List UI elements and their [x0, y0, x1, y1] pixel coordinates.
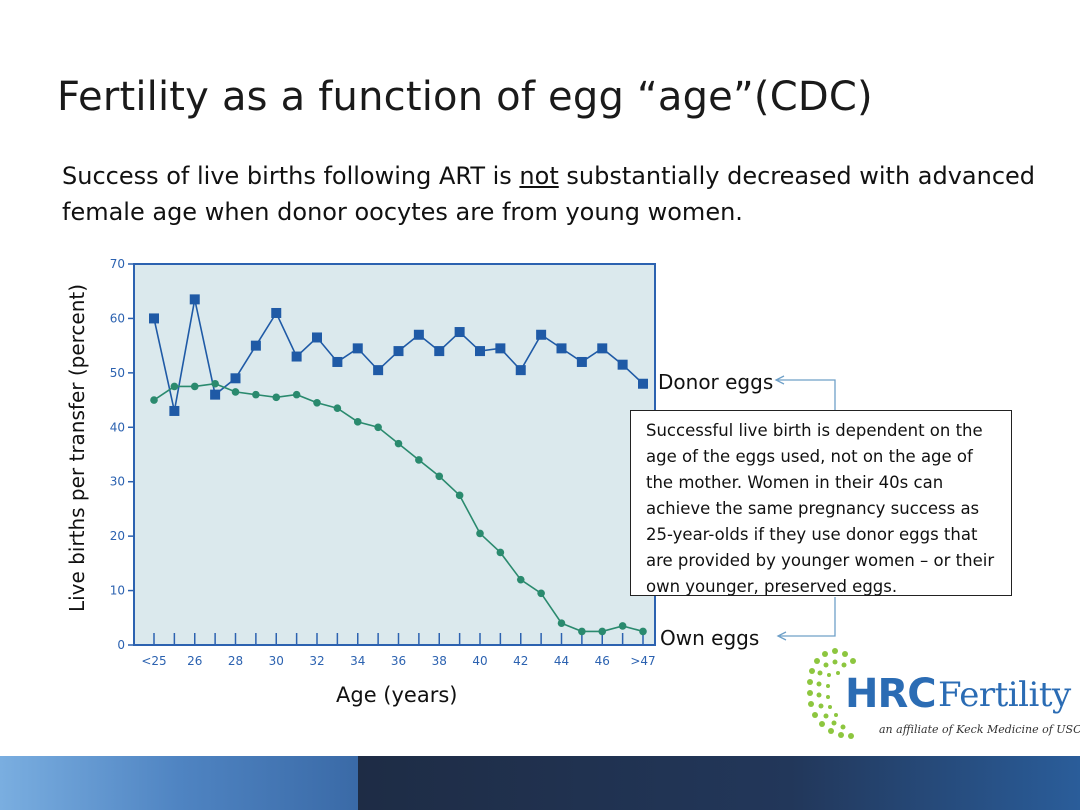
x-tick-label: <25 [141, 654, 166, 668]
own-eggs-point [537, 589, 545, 598]
x-tick-label: 30 [269, 654, 284, 668]
x-tick-label: 40 [472, 654, 487, 668]
subtitle-emphasis: not [519, 162, 559, 190]
donor-eggs-point [352, 343, 363, 354]
donor-eggs-point [332, 356, 343, 367]
donor-eggs-point [312, 332, 322, 343]
y-tick-label: 10 [110, 584, 125, 598]
own-connector-line [778, 597, 836, 637]
own-eggs-point [496, 548, 505, 557]
y-tick-label: 20 [110, 529, 125, 543]
donor-eggs-point [475, 346, 485, 357]
x-tick-label: 36 [391, 654, 406, 668]
own-eggs-point [476, 529, 484, 538]
donor-arrow-icon [774, 375, 785, 385]
y-tick-label: 40 [110, 420, 125, 434]
x-tick-label: 28 [228, 654, 243, 668]
own-eggs-point [618, 622, 627, 630]
donor-eggs-point [576, 356, 587, 367]
x-tick-label: 32 [309, 654, 324, 668]
donor-eggs-point [230, 373, 241, 384]
own-eggs-point [211, 379, 219, 388]
donor-eggs-point [271, 307, 282, 318]
x-tick-label: 46 [595, 654, 610, 668]
own-eggs-point [150, 396, 158, 404]
footer-right-band [358, 756, 1080, 810]
logo-fertility-text: Fertility [938, 675, 1071, 715]
own-eggs-point [598, 627, 607, 636]
own-eggs-point [455, 491, 464, 500]
own-eggs-point [516, 575, 525, 584]
y-tick-label: 30 [110, 475, 125, 489]
callout-box: Successful live birth is dependent on th… [630, 410, 1012, 596]
own-eggs-point [578, 627, 586, 636]
donor-eggs-point [189, 294, 200, 305]
y-tick-label: 50 [110, 366, 125, 380]
own-eggs-point [557, 619, 566, 628]
own-eggs-point [252, 390, 260, 399]
x-tick-label: >47 [630, 654, 655, 668]
donor-eggs-point [393, 346, 404, 357]
donor-eggs-point [169, 405, 180, 416]
donor-eggs-point [597, 343, 608, 354]
x-tick-label: 38 [432, 654, 447, 668]
own-arrow-icon [776, 631, 787, 641]
own-eggs-point [272, 393, 281, 402]
x-axis-label: Age (years) [336, 683, 458, 707]
x-tick-label: 34 [350, 654, 365, 668]
footer-left-band [0, 756, 358, 810]
donor-eggs-point [515, 365, 526, 376]
own-eggs-point [333, 404, 342, 413]
x-tick-label: 44 [554, 654, 569, 668]
own-eggs-point [415, 456, 423, 464]
y-tick-label: 60 [110, 311, 125, 325]
donor-eggs-point [536, 329, 547, 340]
donor-eggs-point [250, 340, 261, 351]
own-eggs-point [313, 398, 321, 407]
logo-hrc-text: HRC [845, 671, 937, 717]
donor-connector-line [776, 379, 836, 410]
donor-eggs-point [210, 389, 221, 400]
own-eggs-point [170, 382, 179, 391]
footer-bar [0, 756, 1080, 810]
plot-area [133, 263, 656, 646]
own-eggs-point [231, 388, 240, 396]
y-tick-label: 0 [117, 638, 125, 652]
x-tick-label: 42 [513, 654, 528, 668]
hrc-fertility-logo: HRC Fertility an affiliate of Keck Medic… [805, 645, 1080, 745]
own-eggs-label: Own eggs [660, 626, 760, 650]
donor-eggs-point [373, 365, 384, 376]
logo-dots-icon [807, 648, 856, 739]
own-eggs-point [292, 390, 301, 399]
own-eggs-point [639, 627, 647, 636]
own-eggs-point [394, 439, 403, 448]
y-axis-label: Live births per transfer (percent) [65, 283, 89, 613]
donor-eggs-point [556, 343, 567, 354]
own-eggs-point [374, 423, 382, 432]
donor-eggs-point [495, 343, 506, 354]
donor-eggs-point [413, 329, 424, 340]
y-tick-label: 70 [110, 257, 125, 271]
subtitle-post: substantially decreased with advanced fe… [62, 162, 1036, 226]
donor-eggs-point [617, 359, 628, 370]
y-axis-label-wrap: Live births per transfer (percent) [62, 262, 92, 634]
own-eggs-point [353, 418, 362, 426]
donor-eggs-point [149, 313, 159, 324]
donor-eggs-label: Donor eggs [658, 370, 774, 394]
slide-subtitle: Success of live births following ART is … [62, 158, 1052, 230]
logo-affiliate-text: an affiliate of Keck Medicine of USC [879, 723, 1080, 736]
subtitle-pre: Success of live births following ART is [62, 162, 520, 190]
own-eggs-point [435, 472, 444, 481]
slide-title: Fertility as a function of egg “age”(CDC… [57, 74, 873, 120]
own-eggs-point [190, 382, 199, 391]
donor-eggs-point [454, 327, 465, 338]
donor-eggs-point [638, 378, 648, 389]
donor-eggs-point [291, 351, 302, 362]
x-tick-label: 26 [187, 654, 202, 668]
donor-eggs-point [434, 346, 445, 357]
